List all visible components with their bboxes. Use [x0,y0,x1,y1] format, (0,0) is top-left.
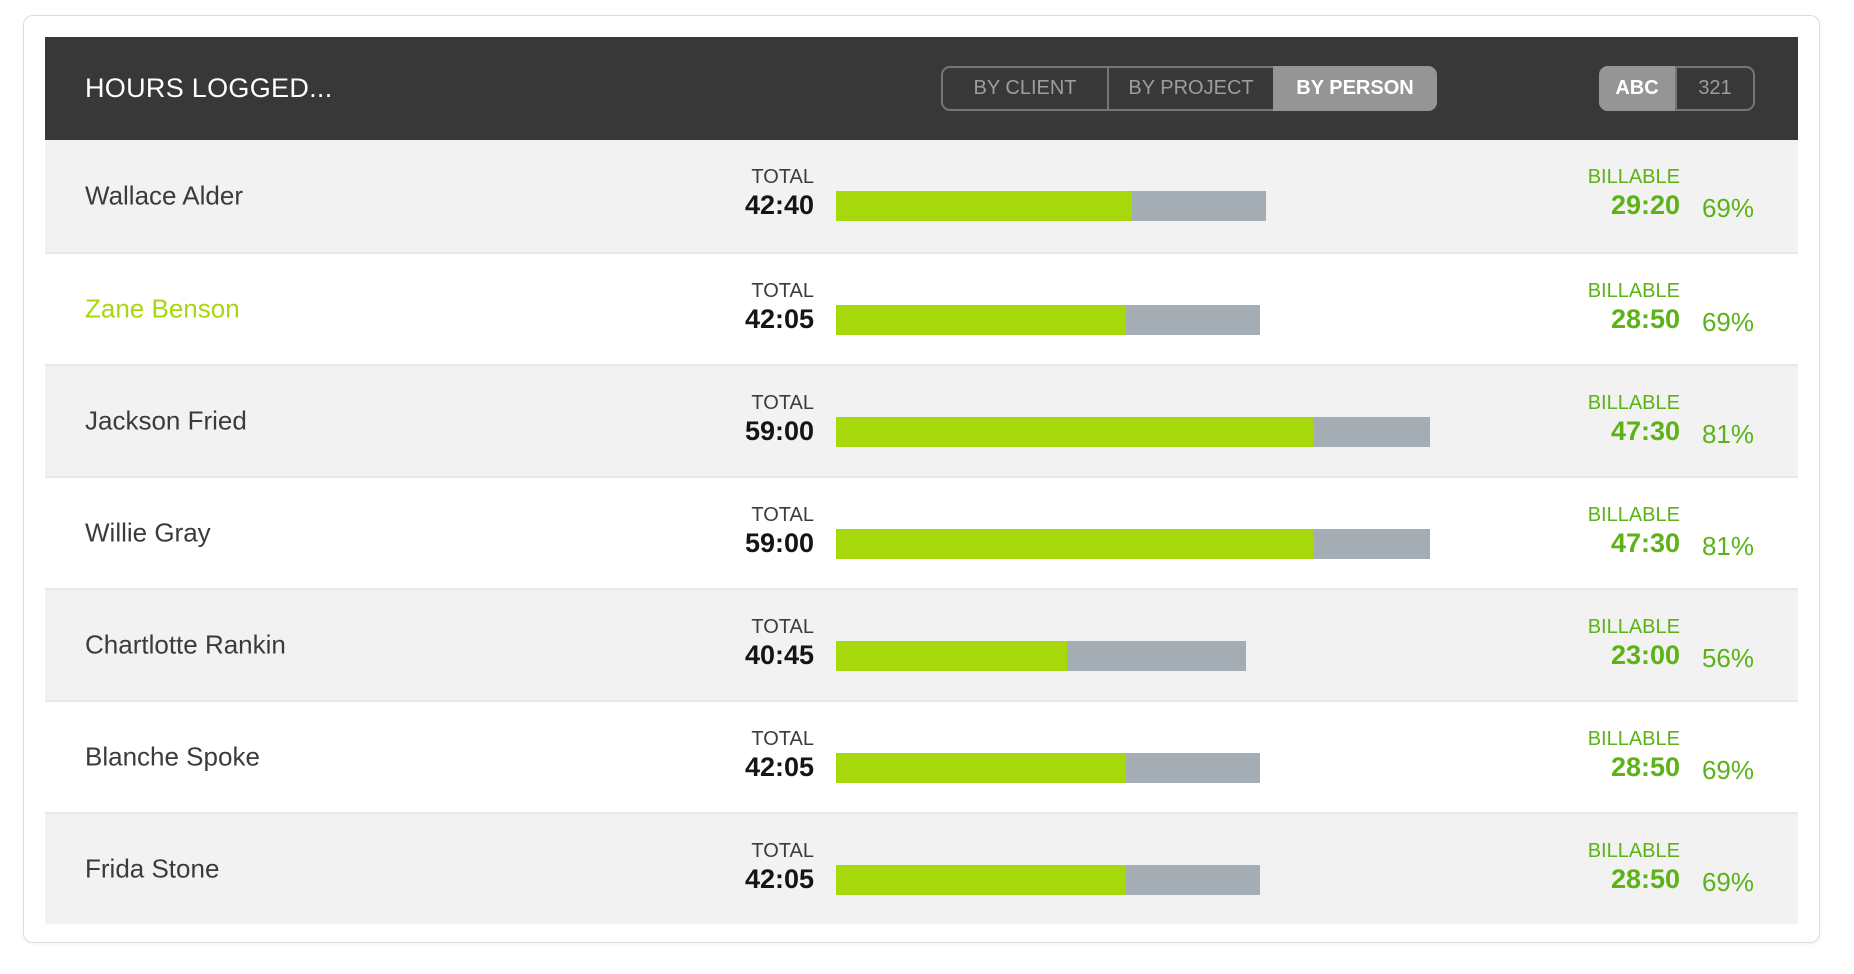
total-label: TOTAL [751,840,814,862]
total-value: 42:05 [744,864,814,894]
total-block: TOTAL 42:05 [45,728,814,782]
billable-bar-segment [836,641,1068,671]
billable-label: BILLABLE [1587,166,1680,188]
total-block: TOTAL 42:05 [45,840,814,894]
billable-bar-segment [836,865,1127,895]
total-value: 42:05 [744,304,814,334]
total-label: TOTAL [751,166,814,188]
billable-percentage: 69% [1701,193,1754,223]
hours-bar [836,305,1430,335]
billable-bar-segment [836,529,1315,559]
table-row[interactable]: Willie Gray TOTAL 59:00 BILLABLE 47:30 8… [45,476,1798,588]
person-name: Zane Benson [85,293,240,324]
billable-value: 28:50 [1610,304,1680,334]
total-label: TOTAL [751,280,814,302]
by-person-button[interactable]: BY PERSON [1273,66,1437,111]
table-row[interactable]: Wallace Alder TOTAL 42:40 BILLABLE 29:20… [45,140,1798,252]
table-row[interactable]: Blanche Spoke TOTAL 42:05 BILLABLE 28:50… [45,700,1798,812]
billable-value: 29:20 [1610,190,1680,220]
table-row[interactable]: Frida Stone TOTAL 42:05 BILLABLE 28:50 6… [45,812,1798,924]
table-row[interactable]: Jackson Fried TOTAL 59:00 BILLABLE 47:30… [45,364,1798,476]
nonbillable-bar-segment [1067,641,1247,671]
billable-block: BILLABLE 47:30 [1588,392,1680,446]
widget-header: HOURS LOGGED... BY CLIENT BY PROJECT BY … [45,37,1798,140]
billable-label: BILLABLE [1587,504,1680,526]
hours-bar [836,753,1430,783]
hours-bar [836,529,1430,559]
billable-bar-segment [836,753,1127,783]
hours-logged-widget: HOURS LOGGED... BY CLIENT BY PROJECT BY … [23,15,1820,943]
billable-label: BILLABLE [1587,280,1680,302]
billable-block: BILLABLE 23:00 [1588,616,1680,670]
billable-label: BILLABLE [1587,840,1680,862]
total-block: TOTAL 42:05 [45,280,814,334]
table-row[interactable]: Zane Benson TOTAL 42:05 BILLABLE 28:50 6… [45,252,1798,364]
nonbillable-bar-segment [1314,417,1430,447]
billable-value: 28:50 [1610,752,1680,782]
total-block: TOTAL 59:00 [45,392,814,446]
billable-block: BILLABLE 47:30 [1588,504,1680,558]
billable-block: BILLABLE 28:50 [1588,280,1680,334]
billable-block: BILLABLE 29:20 [1588,166,1680,220]
billable-percentage: 69% [1701,307,1754,337]
billable-bar-segment [836,417,1315,447]
billable-block: BILLABLE 28:50 [1588,840,1680,894]
billable-percentage: 81% [1701,531,1754,561]
billable-label: BILLABLE [1587,616,1680,638]
person-name: Jackson Fried [85,405,247,436]
by-project-button[interactable]: BY PROJECT [1107,68,1273,109]
total-label: TOTAL [751,392,814,414]
person-name: Wallace Alder [85,180,243,211]
nonbillable-bar-segment [1126,865,1260,895]
total-label: TOTAL [751,504,814,526]
billable-percentage: 69% [1701,867,1754,897]
nonbillable-bar-segment [1131,191,1266,221]
billable-percentage: 81% [1701,419,1754,449]
billable-value: 23:00 [1610,640,1680,670]
sort-numeric-button[interactable]: 321 [1675,68,1753,109]
total-block: TOTAL 42:40 [45,166,814,220]
billable-percentage: 56% [1701,643,1754,673]
nonbillable-bar-segment [1314,529,1430,559]
widget-title: HOURS LOGGED... [85,73,333,103]
by-client-button[interactable]: BY CLIENT [973,77,1077,99]
person-name: Willie Gray [85,517,211,548]
hours-bar [836,417,1430,447]
person-name: Chartlotte Rankin [85,629,286,660]
table-row[interactable]: Chartlotte Rankin TOTAL 40:45 BILLABLE 2… [45,588,1798,700]
hours-bar [836,641,1430,671]
total-value: 40:45 [744,640,814,670]
total-label: TOTAL [751,616,814,638]
billable-label: BILLABLE [1587,392,1680,414]
hours-bar [836,191,1430,221]
billable-label: BILLABLE [1587,728,1680,750]
billable-value: 47:30 [1610,416,1680,446]
nonbillable-bar-segment [1126,753,1260,783]
billable-bar-segment [836,191,1132,221]
view-toggle-group: BY CLIENT BY PROJECT BY PERSON [941,66,1437,111]
billable-value: 47:30 [1610,528,1680,558]
billable-value: 28:50 [1610,864,1680,894]
total-value: 59:00 [744,416,814,446]
total-label: TOTAL [751,728,814,750]
total-block: TOTAL 40:45 [45,616,814,670]
person-name: Blanche Spoke [85,741,260,772]
nonbillable-bar-segment [1126,305,1260,335]
total-value: 59:00 [744,528,814,558]
person-name: Frida Stone [85,853,220,884]
billable-percentage: 69% [1701,755,1754,785]
sort-toggle-group: ABC 321 [1599,66,1755,111]
total-block: TOTAL 59:00 [45,504,814,558]
hours-bar [836,865,1430,895]
total-value: 42:40 [744,190,814,220]
total-value: 42:05 [744,752,814,782]
person-rows-list: Wallace Alder TOTAL 42:40 BILLABLE 29:20… [45,140,1798,924]
sort-alpha-button[interactable]: ABC [1599,66,1675,111]
billable-bar-segment [836,305,1127,335]
billable-block: BILLABLE 28:50 [1588,728,1680,782]
